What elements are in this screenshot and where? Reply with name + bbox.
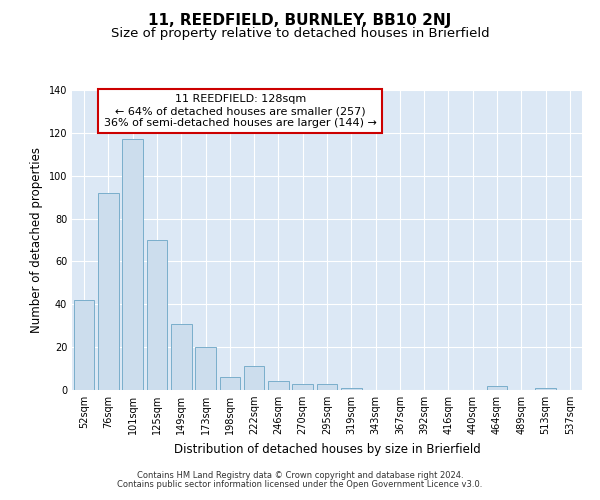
- Bar: [268, 382, 289, 390]
- Bar: [292, 384, 313, 390]
- Bar: [171, 324, 191, 390]
- Bar: [146, 240, 167, 390]
- Bar: [244, 366, 265, 390]
- Text: Contains public sector information licensed under the Open Government Licence v3: Contains public sector information licen…: [118, 480, 482, 489]
- Text: Size of property relative to detached houses in Brierfield: Size of property relative to detached ho…: [110, 28, 490, 40]
- Bar: [487, 386, 508, 390]
- Text: 11 REEDFIELD: 128sqm
← 64% of detached houses are smaller (257)
36% of semi-deta: 11 REEDFIELD: 128sqm ← 64% of detached h…: [104, 94, 377, 128]
- Bar: [341, 388, 362, 390]
- Bar: [122, 140, 143, 390]
- Bar: [195, 347, 216, 390]
- Bar: [98, 193, 119, 390]
- Text: 11, REEDFIELD, BURNLEY, BB10 2NJ: 11, REEDFIELD, BURNLEY, BB10 2NJ: [148, 12, 452, 28]
- Y-axis label: Number of detached properties: Number of detached properties: [30, 147, 43, 333]
- Text: Contains HM Land Registry data © Crown copyright and database right 2024.: Contains HM Land Registry data © Crown c…: [137, 471, 463, 480]
- Bar: [535, 388, 556, 390]
- Bar: [317, 384, 337, 390]
- Bar: [74, 300, 94, 390]
- X-axis label: Distribution of detached houses by size in Brierfield: Distribution of detached houses by size …: [173, 442, 481, 456]
- Bar: [220, 377, 240, 390]
